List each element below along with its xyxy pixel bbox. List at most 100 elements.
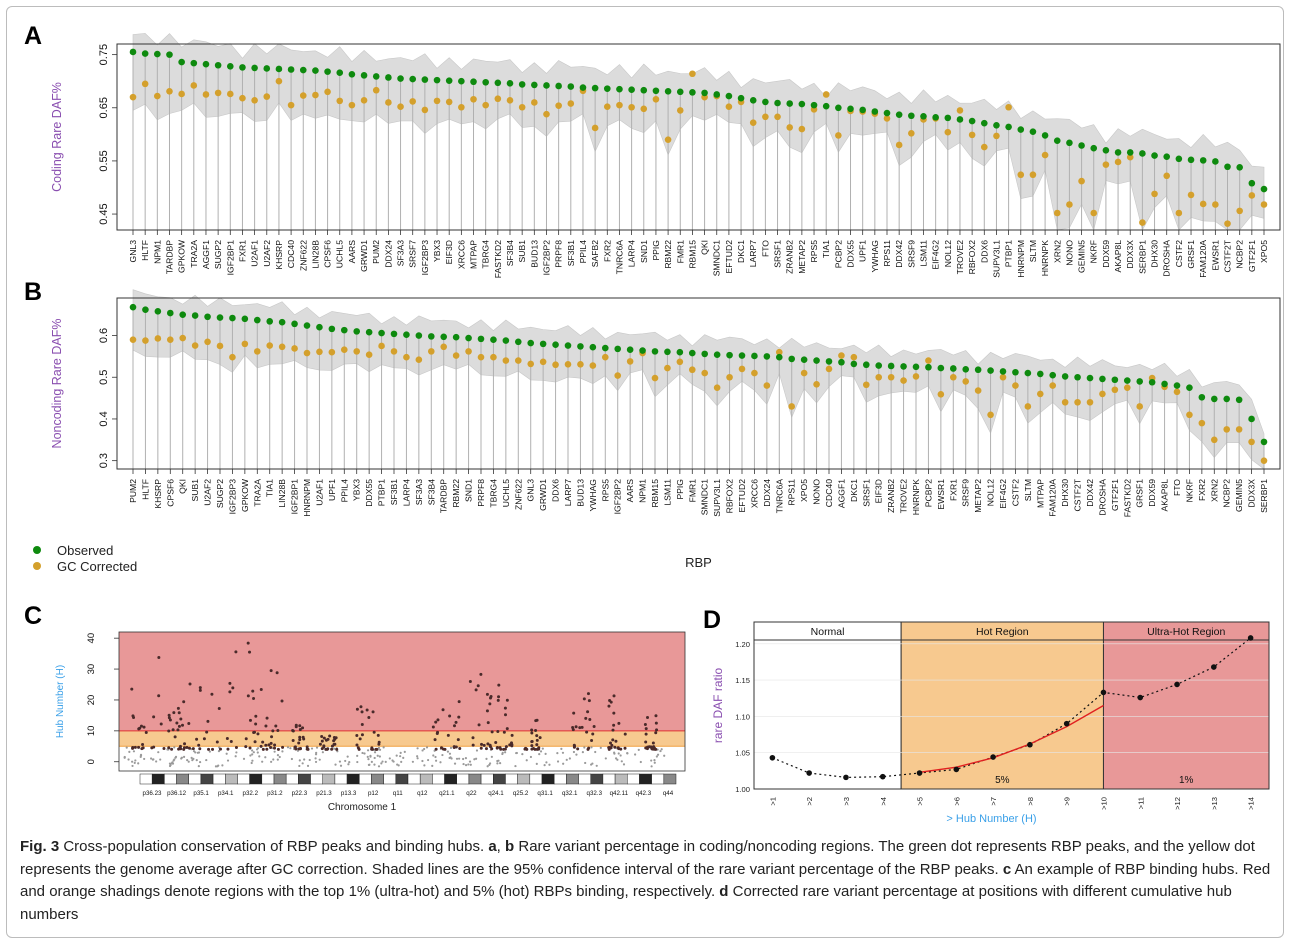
panel-b-gc-point xyxy=(862,381,870,389)
panel-a-gc-point xyxy=(1126,153,1134,161)
panel-c-hub-point xyxy=(159,722,163,726)
panel-a-gc-point xyxy=(543,110,550,118)
panel-c-hub-point xyxy=(477,723,481,727)
panel-d-region-ultra-hot xyxy=(1102,621,1270,790)
panel-b-x-tick-label: PTBP1 xyxy=(377,479,387,506)
panel-c-low-hub-point xyxy=(334,763,337,766)
panel-b-x-tick-label: QKI xyxy=(178,479,188,494)
panel-c-hub-point xyxy=(538,736,542,740)
panel-c-low-hub-point xyxy=(469,763,472,766)
panel-b-x-tick-label: DDX6 xyxy=(551,479,561,502)
panel-c-hub-point xyxy=(452,724,456,728)
panel-c-low-hub-point xyxy=(499,762,502,765)
panel-c-hub-point xyxy=(486,721,490,725)
panel-b-gc-point xyxy=(1099,390,1106,398)
panel-c-low-hub-point xyxy=(402,756,405,759)
panel-a-observed-point xyxy=(421,76,429,83)
panel-c-band-label: p13.3 xyxy=(341,790,357,797)
panel-b-gc-point xyxy=(676,358,684,366)
panel-a-x-tick-label: FASTKD2 xyxy=(493,240,503,278)
panel-c-hub-point xyxy=(534,719,538,723)
panel-a-x-tick-label: GRSF1 xyxy=(1186,240,1196,269)
panel-c-hub-point xyxy=(297,741,301,745)
panel-c-hub-point xyxy=(259,744,263,748)
panel-a-observed-point xyxy=(433,76,441,84)
panel-a-x-tick-label: SUPV3L1 xyxy=(991,240,1001,278)
legend-observed-label: Observed xyxy=(57,543,113,558)
panel-b-x-tick-label: U2AF2 xyxy=(203,479,213,506)
panel-c-low-hub-point xyxy=(251,759,254,762)
panel-a-x-tick-label: DDX3X xyxy=(1125,240,1135,269)
panel-a-observed-point xyxy=(701,89,708,97)
panel-a-x-tick-label: PCBP2 xyxy=(833,240,843,268)
panel-c-band-label: p12 xyxy=(368,790,379,797)
panel-b-x-tick-label: RPS5 xyxy=(600,479,610,502)
panel-b-gc-point xyxy=(887,373,895,381)
panel-c-low-hub-point xyxy=(431,764,434,768)
panel-b-x-tick-label: PCBP2 xyxy=(923,479,933,507)
panel-a-observed-point xyxy=(603,85,611,92)
caption-text-3: An example of RBP binding hubs. Red and … xyxy=(20,860,1271,901)
panel-a-gc-point xyxy=(214,89,222,97)
panel-d-region-percent: 1% xyxy=(1179,775,1194,786)
panel-b-x-tick-label: AARS xyxy=(625,479,635,503)
panel-a-gc-point xyxy=(835,132,842,139)
panel-a-gc-point xyxy=(531,99,538,106)
panel-c-hub-point xyxy=(502,730,506,734)
panel-a-observed-point xyxy=(628,86,635,94)
panel-c-low-hub-point xyxy=(497,759,500,762)
panel-d-region-label: Hot Region xyxy=(976,626,1029,638)
panel-c-hub-point xyxy=(623,746,627,750)
panel-b-observed-point xyxy=(949,365,957,372)
panel-c-hub-point xyxy=(273,743,277,747)
panel-a-observed-point xyxy=(409,75,417,83)
panel-c-band-label: p22.3 xyxy=(292,790,308,797)
panel-a-observed-point xyxy=(1260,185,1268,193)
panel-c-hub-point xyxy=(433,738,437,742)
caption-text-4: Corrected rare variant percentage at pos… xyxy=(20,883,1232,923)
panel-c-hub-point xyxy=(509,741,513,745)
panel-c-hub-point xyxy=(152,715,156,719)
panel-c-hub-point xyxy=(655,728,659,732)
panel-c-hub-point xyxy=(322,744,326,748)
panel-a-observed-point xyxy=(1102,146,1110,154)
panel-a-gc-point xyxy=(725,103,733,111)
panel-b-gc-point xyxy=(912,373,920,380)
panel-b-x-tick-label: EFTUD2 xyxy=(737,479,747,513)
panel-b-observed-point xyxy=(900,363,907,370)
panel-c-hub-point xyxy=(488,743,492,747)
panel-c-low-hub-point xyxy=(501,751,504,754)
panel-a-gc-point xyxy=(275,77,283,85)
panel-c-low-hub-point xyxy=(251,753,254,756)
panel-c-hub-point xyxy=(171,728,175,732)
panel-c-hub-point xyxy=(162,747,166,751)
panel-c-low-hub-point xyxy=(369,754,372,757)
panel-b-gc-point xyxy=(726,373,733,381)
panel-a-x-tick-label: CDC40 xyxy=(286,240,296,268)
panel-b-observed-point xyxy=(539,340,547,348)
panel-b-gc-point xyxy=(390,348,398,355)
panel-b-observed-point xyxy=(1136,378,1144,385)
panel-b-observed-point xyxy=(925,363,932,371)
panel-b-gc-point xyxy=(900,377,907,384)
panel-b-x-tick-label: PPIL4 xyxy=(339,479,349,503)
panel-c-hub-point xyxy=(261,740,265,744)
panel-a-observed-point xyxy=(652,87,660,95)
panel-b-x-tick-label: IGF2BP3 xyxy=(227,479,237,515)
panel-c-hub-point xyxy=(358,737,362,741)
panel-c-low-hub-point xyxy=(581,751,584,754)
panel-a-observed-point xyxy=(932,114,939,121)
panel-c-hub-point xyxy=(590,738,594,742)
panel-b-observed-point xyxy=(1049,371,1057,379)
panel-c-low-hub-point xyxy=(660,748,663,751)
panel-b-observed-point xyxy=(825,358,833,365)
panel-c-low-hub-point xyxy=(416,757,419,760)
caption-text-1: Cross-population conservation of RBP pea… xyxy=(59,838,489,855)
panel-c-low-hub-point xyxy=(539,750,543,753)
panel-c-hub-point xyxy=(471,736,475,740)
panel-b-gc-point xyxy=(825,365,833,373)
panel-a-x-tick-label: TIA1 xyxy=(821,240,831,258)
panel-a-observed-point xyxy=(1126,149,1134,156)
panel-b-observed-point xyxy=(639,347,646,354)
panel-c-hub-point xyxy=(150,746,154,750)
